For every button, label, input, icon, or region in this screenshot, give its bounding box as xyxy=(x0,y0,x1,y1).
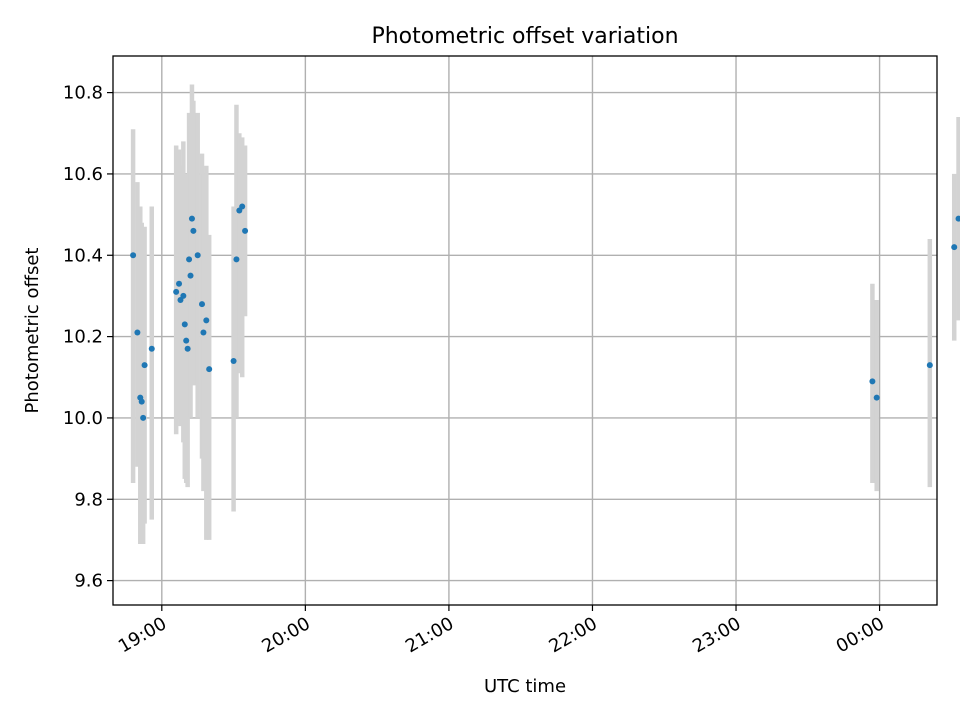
data-point xyxy=(130,252,137,259)
y-tick-label: 10.0 xyxy=(63,408,103,429)
y-tick-label: 9.8 xyxy=(74,489,103,510)
data-point xyxy=(239,203,246,210)
data-point xyxy=(176,280,183,287)
y-tick-label: 10.2 xyxy=(63,327,103,348)
data-point xyxy=(242,227,249,234)
data-point xyxy=(955,215,960,222)
x-tick-label: 00:00 xyxy=(833,613,888,657)
data-point xyxy=(180,292,187,299)
x-tick-label: 22:00 xyxy=(546,613,601,657)
data-point xyxy=(184,345,191,352)
data-point xyxy=(181,321,188,328)
data-point xyxy=(194,252,201,259)
data-point xyxy=(203,317,210,324)
chart-title: Photometric offset variation xyxy=(371,24,678,49)
data-point xyxy=(187,272,194,279)
data-point xyxy=(134,329,141,336)
data-point xyxy=(186,256,193,263)
data-point xyxy=(869,378,876,385)
data-point xyxy=(183,337,190,344)
x-tick-label: 21:00 xyxy=(402,613,457,657)
plot-frame xyxy=(112,55,938,606)
data-point xyxy=(199,301,206,308)
data-point xyxy=(190,227,197,234)
x-axis-ticks: 19:0020:0021:0022:0023:0000:0001:0002:00… xyxy=(115,605,888,657)
x-tick-label: 23:00 xyxy=(689,613,744,657)
data-point xyxy=(148,345,155,352)
data-point xyxy=(873,394,880,401)
grid-lines xyxy=(113,56,937,605)
y-tick-label: 10.4 xyxy=(63,245,103,266)
x-tick-label: 19:00 xyxy=(115,613,170,657)
y-tick-label: 10.8 xyxy=(63,83,103,104)
data-point xyxy=(230,358,237,364)
data-point xyxy=(138,398,145,405)
data-point xyxy=(173,288,180,295)
data-point xyxy=(206,366,213,373)
data-point xyxy=(141,362,148,369)
data-point xyxy=(200,329,207,336)
data-point xyxy=(951,244,958,251)
y-axis-label: Photometric offset xyxy=(22,248,43,414)
data-points xyxy=(130,203,960,421)
y-tick-label: 10.6 xyxy=(63,164,103,185)
data-point xyxy=(926,362,933,369)
y-tick-label: 9.6 xyxy=(74,571,103,592)
y-axis-ticks: 9.6 9.8 10.0 10.2 10.4 10.6 10.8 xyxy=(63,83,113,592)
data-point xyxy=(140,414,147,421)
error-bars xyxy=(130,84,960,544)
data-point xyxy=(188,215,195,222)
x-axis-label: UTC time xyxy=(484,676,566,697)
x-tick-label: 20:00 xyxy=(258,613,313,657)
data-point xyxy=(233,256,240,263)
